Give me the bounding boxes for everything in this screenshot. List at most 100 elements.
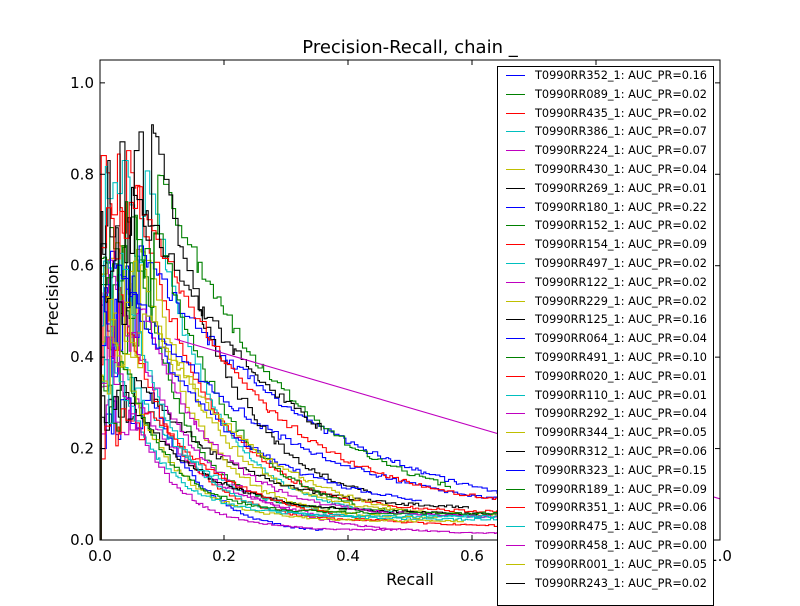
legend: T0990RR352_1: AUC_PR=0.16 T0990RR089_1: A… xyxy=(497,66,714,606)
legend-swatch xyxy=(506,112,525,114)
legend-swatch xyxy=(506,488,525,490)
legend-swatch xyxy=(506,206,525,208)
legend-swatch xyxy=(506,281,525,283)
legend-entry: T0990RR497_1: AUC_PR=0.02 xyxy=(498,255,713,273)
legend-entry: T0990RR243_1: AUC_PR=0.02 xyxy=(498,575,713,593)
legend-label: T0990RR352_1: AUC_PR=0.16 xyxy=(535,69,707,82)
legend-label: T0990RR312_1: AUC_PR=0.06 xyxy=(535,445,707,458)
legend-swatch xyxy=(506,507,525,509)
pr-curve-9 xyxy=(100,286,378,540)
legend-label: T0990RR180_1: AUC_PR=0.22 xyxy=(535,200,707,214)
legend-swatch xyxy=(506,225,525,227)
legend-label: T0990RR269_1: AUC_PR=0.01 xyxy=(535,181,707,195)
legend-swatch xyxy=(506,187,525,189)
legend-label: T0990RR125_1: AUC_PR=0.16 xyxy=(535,313,707,327)
legend-swatch xyxy=(506,451,525,452)
legend-label: T0990RR020_1: AUC_PR=0.01 xyxy=(535,369,707,383)
legend-swatch xyxy=(506,413,525,415)
legend-entry: T0990RR154_1: AUC_PR=0.09 xyxy=(498,236,713,254)
legend-entry: T0990RR125_1: AUC_PR=0.16 xyxy=(498,311,713,329)
pr-curve-10 xyxy=(100,336,338,540)
pr-curve-20 xyxy=(100,124,371,540)
legend-swatch xyxy=(506,319,525,321)
pr-curve-0 xyxy=(100,392,324,540)
legend-label: T0990RR064_1: AUC_PR=0.04 xyxy=(535,332,707,346)
legend-label: T0990RR323_1: AUC_PR=0.15 xyxy=(535,463,707,477)
legend-entry: T0990RR020_1: AUC_PR=0.01 xyxy=(498,368,713,386)
chart-title: Precision-Recall, chain _ xyxy=(302,37,518,58)
legend-entry: T0990RR292_1: AUC_PR=0.04 xyxy=(498,405,713,423)
legend-swatch xyxy=(506,526,525,528)
y-tick-label: 0.8 xyxy=(70,165,94,183)
legend-label: T0990RR497_1: AUC_PR=0.02 xyxy=(535,257,707,270)
pr-curve-26 xyxy=(100,298,391,540)
legend-entry: T0990RR312_1: AUC_PR=0.06 xyxy=(498,443,713,461)
legend-entry: T0990RR001_1: AUC_PR=0.05 xyxy=(498,556,713,574)
legend-label: T0990RR152_1: AUC_PR=0.02 xyxy=(535,219,707,233)
legend-swatch xyxy=(506,338,525,340)
pr-curve-2 xyxy=(100,150,545,540)
pr-curve-12 xyxy=(100,260,438,540)
legend-swatch xyxy=(506,563,525,565)
legend-label: T0990RR386_1: AUC_PR=0.07 xyxy=(535,125,707,139)
plot-frame xyxy=(99,59,721,541)
y-tick-label: 1.0 xyxy=(70,74,94,92)
x-axis-label: Recall xyxy=(386,570,434,589)
legend-label: T0990RR475_1: AUC_PR=0.08 xyxy=(535,520,707,534)
legend-label: T0990RR243_1: AUC_PR=0.02 xyxy=(535,576,707,590)
y-tick-label: 0.0 xyxy=(70,531,94,549)
legend-swatch xyxy=(506,263,525,264)
legend-swatch xyxy=(506,131,525,133)
legend-label: T0990RR430_1: AUC_PR=0.04 xyxy=(535,163,707,176)
legend-swatch xyxy=(506,300,525,302)
legend-label: T0990RR458_1: AUC_PR=0.00 xyxy=(535,539,707,552)
y-axis-label: Precision xyxy=(43,264,62,335)
legend-swatch xyxy=(506,150,525,152)
legend-label: T0990RR122_1: AUC_PR=0.02 xyxy=(535,275,707,289)
pr-curve-25 xyxy=(100,336,398,540)
legend-entry: T0990RR351_1: AUC_PR=0.06 xyxy=(498,499,713,517)
legend-label: T0990RR351_1: AUC_PR=0.06 xyxy=(535,501,707,515)
legend-swatch xyxy=(506,545,525,546)
pr-curve-19 xyxy=(100,297,464,540)
legend-label: T0990RR292_1: AUC_PR=0.04 xyxy=(535,407,707,421)
legend-entry: T0990RR064_1: AUC_PR=0.04 xyxy=(498,330,713,348)
legend-entry: T0990RR122_1: AUC_PR=0.02 xyxy=(498,274,713,292)
legend-label: T0990RR189_1: AUC_PR=0.09 xyxy=(535,482,707,496)
legend-swatch xyxy=(506,469,525,471)
legend-entry: T0990RR475_1: AUC_PR=0.08 xyxy=(498,518,713,536)
y-tick-label: 0.6 xyxy=(70,257,94,275)
pr-curve-27 xyxy=(100,186,322,540)
legend-label: T0990RR491_1: AUC_PR=0.10 xyxy=(535,351,707,364)
legend-swatch xyxy=(506,432,525,434)
x-tick-label: 0.2 xyxy=(212,547,236,565)
legend-label: T0990RR224_1: AUC_PR=0.07 xyxy=(535,144,707,158)
legend-label: T0990RR435_1: AUC_PR=0.02 xyxy=(535,106,707,120)
y-tick-label: 0.4 xyxy=(70,348,94,366)
legend-swatch xyxy=(506,375,525,377)
legend-label: T0990RR001_1: AUC_PR=0.05 xyxy=(535,557,707,571)
legend-entry: T0990RR458_1: AUC_PR=0.00 xyxy=(498,537,713,555)
legend-swatch xyxy=(506,75,525,76)
legend-entry: T0990RR224_1: AUC_PR=0.07 xyxy=(498,142,713,160)
pr-curve-23 xyxy=(100,186,506,540)
legend-swatch xyxy=(506,357,525,358)
legend-swatch xyxy=(506,244,525,246)
legend-swatch xyxy=(506,582,525,584)
legend-entry: T0990RR352_1: AUC_PR=0.16 xyxy=(498,67,713,85)
legend-entry: T0990RR180_1: AUC_PR=0.22 xyxy=(498,199,713,217)
legend-entry: T0990RR430_1: AUC_PR=0.04 xyxy=(498,161,713,179)
legend-label: T0990RR229_1: AUC_PR=0.02 xyxy=(535,294,707,308)
legend-entry: T0990RR491_1: AUC_PR=0.10 xyxy=(498,349,713,367)
legend-entry: T0990RR229_1: AUC_PR=0.02 xyxy=(498,293,713,311)
pr-curve-8 xyxy=(100,214,356,540)
legend-label: T0990RR344_1: AUC_PR=0.05 xyxy=(535,426,707,440)
legend-label: T0990RR089_1: AUC_PR=0.02 xyxy=(535,87,707,101)
x-tick-label: 0.0 xyxy=(88,547,112,565)
legend-entry: T0990RR089_1: AUC_PR=0.02 xyxy=(498,86,713,104)
legend-entry: T0990RR386_1: AUC_PR=0.07 xyxy=(498,123,713,141)
pr-curve-15 xyxy=(100,174,451,540)
legend-entry: T0990RR323_1: AUC_PR=0.15 xyxy=(498,462,713,480)
legend-label: T0990RR154_1: AUC_PR=0.09 xyxy=(535,238,707,252)
legend-swatch xyxy=(506,169,525,170)
